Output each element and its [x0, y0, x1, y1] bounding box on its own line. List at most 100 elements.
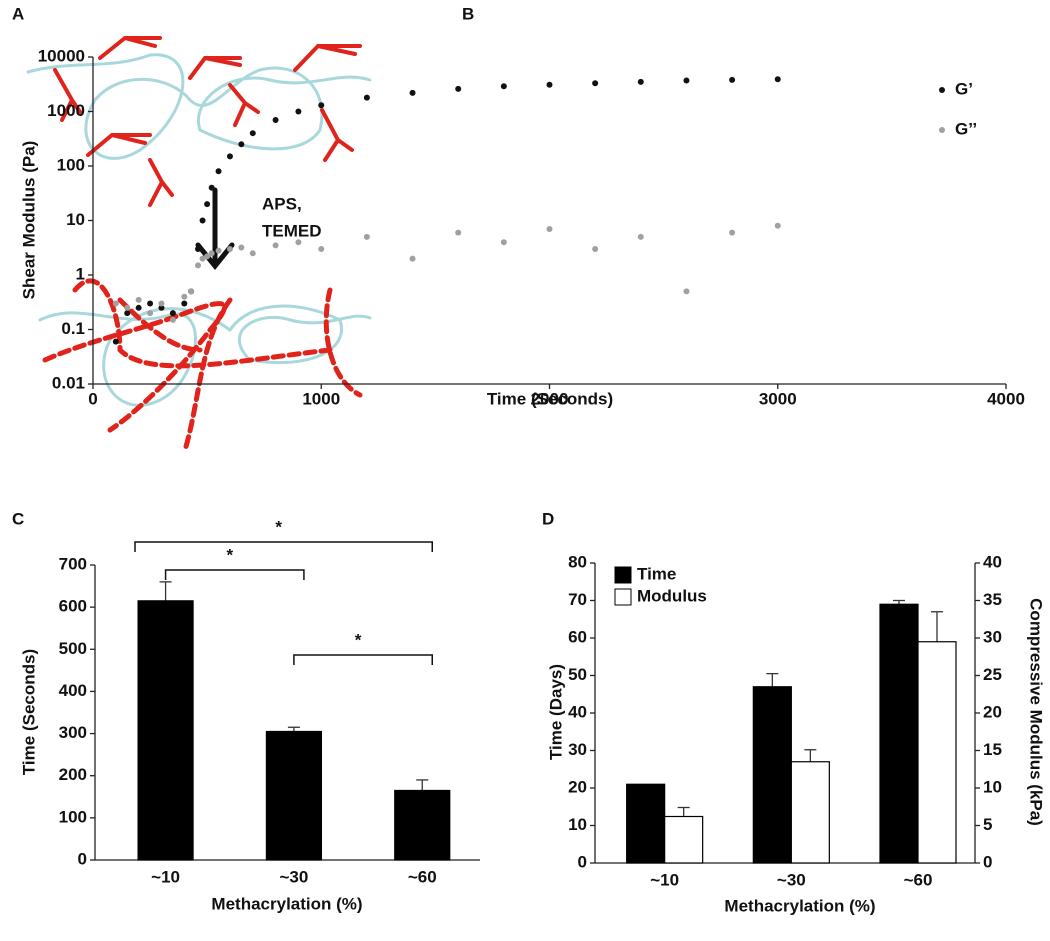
- legend-label: Time: [637, 564, 676, 583]
- data-point: [194, 245, 201, 252]
- bar: [394, 789, 451, 861]
- y-tick-label: 200: [59, 765, 87, 784]
- data-point: [592, 245, 599, 252]
- data-point: [147, 310, 154, 317]
- x-tick-label: ~60: [408, 867, 437, 886]
- data-point: [204, 253, 211, 260]
- y-tick-label: 0: [578, 852, 587, 871]
- data-point: [295, 239, 302, 246]
- diagram: [26, 36, 372, 453]
- data-point: [363, 94, 370, 101]
- panel-label: A: [12, 4, 24, 23]
- y-tick-label: 10: [568, 815, 587, 834]
- data-point: [188, 288, 195, 295]
- data-point: [249, 250, 256, 257]
- data-point: [546, 225, 553, 232]
- data-point: [774, 222, 781, 229]
- data-point: [455, 85, 462, 92]
- data-point: [455, 229, 462, 236]
- data-point: [238, 141, 245, 148]
- significance-label: *: [275, 517, 282, 536]
- y2-tick-label: 10: [983, 777, 1002, 796]
- y2-tick-label: 0: [983, 852, 992, 871]
- data-point: [637, 233, 644, 240]
- data-point: [318, 245, 325, 252]
- data-point: [181, 300, 188, 307]
- bar: [265, 730, 323, 861]
- data-point: [208, 250, 215, 257]
- data-point: [683, 288, 690, 295]
- data-point: [409, 255, 416, 262]
- data-point: [592, 80, 599, 87]
- y-tick-label: 10: [66, 210, 85, 229]
- legend-marker: [939, 127, 945, 133]
- x-axis-title: Time (Seconds): [487, 389, 613, 408]
- legend-label: G’’: [955, 119, 977, 138]
- data-point: [637, 78, 644, 85]
- data-point: [158, 300, 165, 307]
- y-tick-label: 700: [59, 554, 87, 573]
- legend-marker: [939, 87, 945, 93]
- data-point: [363, 233, 370, 240]
- panel-label: D: [542, 509, 554, 528]
- y-tick-label: 100: [59, 807, 87, 826]
- x-tick-label: 3000: [759, 389, 797, 408]
- data-point: [409, 89, 416, 96]
- y-tick-label: 60: [568, 627, 587, 646]
- y-tick-label: 300: [59, 723, 87, 742]
- legend-label: Modulus: [637, 586, 707, 605]
- significance-label: *: [226, 545, 233, 564]
- y-tick-label: 0.1: [61, 319, 85, 338]
- y-tick-label: 1: [76, 264, 85, 283]
- data-point: [683, 77, 690, 84]
- data-point: [238, 244, 245, 251]
- data-point: [204, 201, 211, 208]
- y-tick-label: 80: [568, 552, 587, 571]
- y-tick-label: 70: [568, 590, 587, 609]
- bar: [879, 603, 919, 864]
- x-tick-label: 1000: [302, 389, 340, 408]
- data-point: [158, 304, 165, 311]
- y-tick-label: 0: [78, 849, 87, 868]
- x-tick-label: 2000: [531, 389, 569, 408]
- significance-bracket: [134, 541, 433, 552]
- data-point: [135, 296, 142, 303]
- data-point: [729, 229, 736, 236]
- x-axis-title: Methacrylation (%): [724, 896, 875, 915]
- reagent-label: APS,: [262, 194, 302, 213]
- x-tick-label: ~30: [279, 867, 308, 886]
- x-tick-label: ~10: [650, 870, 679, 889]
- data-point: [295, 108, 302, 115]
- x-tick-label: 0: [88, 389, 97, 408]
- data-point: [135, 304, 142, 311]
- data-point: [774, 76, 781, 83]
- data-point: [226, 245, 233, 252]
- data-point: [124, 304, 131, 311]
- bar: [917, 641, 957, 864]
- legend-label: G’: [955, 79, 973, 98]
- y-axis-title: Shear Modulus (Pa): [19, 141, 38, 300]
- y-tick-label: 100: [57, 155, 85, 174]
- legend-swatch: [614, 566, 632, 584]
- data-point: [249, 130, 256, 137]
- significance-bracket: [293, 654, 433, 665]
- y2-tick-label: 25: [983, 665, 1002, 684]
- y-tick-label: 40: [568, 702, 587, 721]
- x-tick-label: ~10: [151, 867, 180, 886]
- y-axis-title: Time (Seconds): [19, 649, 38, 775]
- bar: [664, 815, 704, 864]
- bar: [137, 600, 194, 861]
- data-point: [181, 293, 188, 300]
- data-point: [546, 81, 553, 88]
- y2-tick-label: 30: [983, 627, 1002, 646]
- y-tick-label: 20: [568, 777, 587, 796]
- x-tick-label: ~30: [777, 870, 806, 889]
- y-tick-label: 50: [568, 665, 587, 684]
- x-tick-label: ~60: [904, 870, 933, 889]
- bar: [752, 686, 792, 864]
- y2-tick-label: 35: [983, 590, 1002, 609]
- y-tick-label: 600: [59, 597, 87, 616]
- data-point: [226, 153, 233, 160]
- data-point: [147, 300, 154, 307]
- y2-axis-title: Compressive Modulus (kPa): [1027, 598, 1046, 826]
